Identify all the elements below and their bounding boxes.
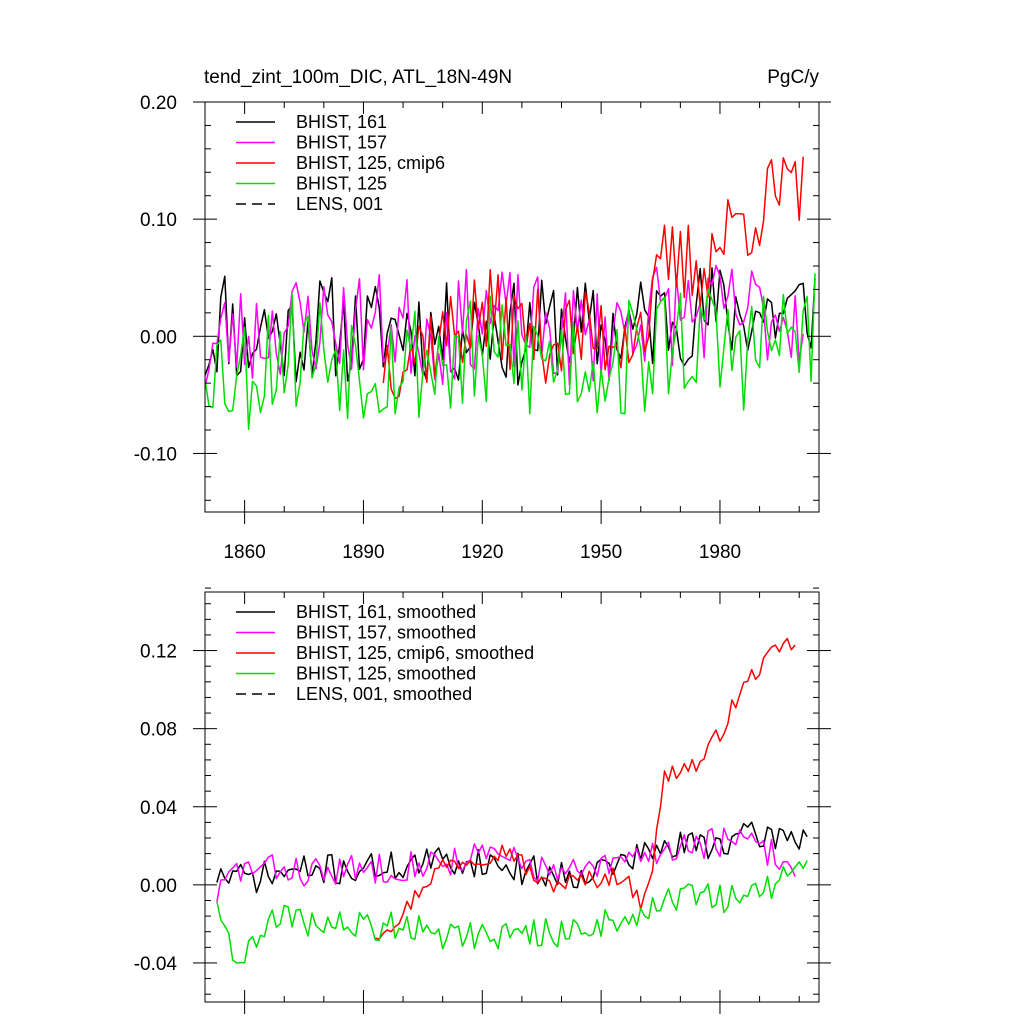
- legend-label-4: BHIST, 125: [296, 174, 387, 194]
- y-tick-label: 0.20: [140, 93, 177, 114]
- series-line-1: [216, 821, 808, 894]
- x-tick-label: 1890: [342, 542, 384, 563]
- series-line-1: [205, 267, 816, 386]
- units-label: PgC/y: [767, 67, 819, 88]
- legend-label-5: LENS, 001, smoothed: [296, 684, 472, 704]
- series-line-4: [205, 273, 816, 431]
- y-tick-label: 0.04: [140, 798, 177, 819]
- legend-label-1: BHIST, 161: [296, 112, 387, 132]
- x-tick-label: 1920: [461, 542, 503, 563]
- y-tick-label: 0.10: [140, 210, 177, 231]
- y-tick-label: 0.00: [140, 876, 177, 897]
- series-line-3: [375, 637, 796, 940]
- x-tick-label: 1860: [223, 542, 265, 563]
- top-chart-panel: 1860 1890 1920 1950 1980 -0.10 0.00 0.10 0.20 BHI…: [134, 93, 831, 563]
- legend-label-3: BHIST, 125, cmip6, smoothed: [296, 643, 534, 663]
- legend-label-5: LENS, 001: [296, 194, 383, 214]
- plot-frame: [204, 101, 820, 513]
- y-tick-label: 0.08: [140, 720, 177, 741]
- plot-area: [216, 637, 808, 964]
- y-tick-label: -0.10: [134, 444, 177, 465]
- figure-title: tend_zint_100m_DIC, ATL_18N-49N: [204, 67, 512, 88]
- y-tick-label: 0.12: [140, 642, 177, 663]
- series-line-4: [216, 860, 808, 964]
- x-tick-label: 1950: [580, 542, 622, 563]
- series-line-2: [216, 827, 796, 903]
- legend-label-2: BHIST, 157, smoothed: [296, 623, 476, 643]
- series-line-2: [205, 264, 804, 387]
- legend-label-2: BHIST, 157: [296, 133, 387, 153]
- plot-frame: [204, 591, 820, 1003]
- legend-label-4: BHIST, 125, smoothed: [296, 664, 476, 684]
- y-tick-label: 0.00: [140, 327, 177, 348]
- x-tick-label: 1980: [699, 542, 741, 563]
- legend-label-3: BHIST, 125, cmip6: [296, 153, 445, 173]
- legend-label-1: BHIST, 161, smoothed: [296, 602, 476, 622]
- plot-area: [205, 156, 816, 431]
- series-line-3: [382, 156, 804, 400]
- y-tick-label: -0.04: [134, 954, 178, 975]
- bottom-chart-panel: -0.04 0.00 0.04 0.08 0.12 BHIST, 161, smoothe…: [134, 587, 831, 1014]
